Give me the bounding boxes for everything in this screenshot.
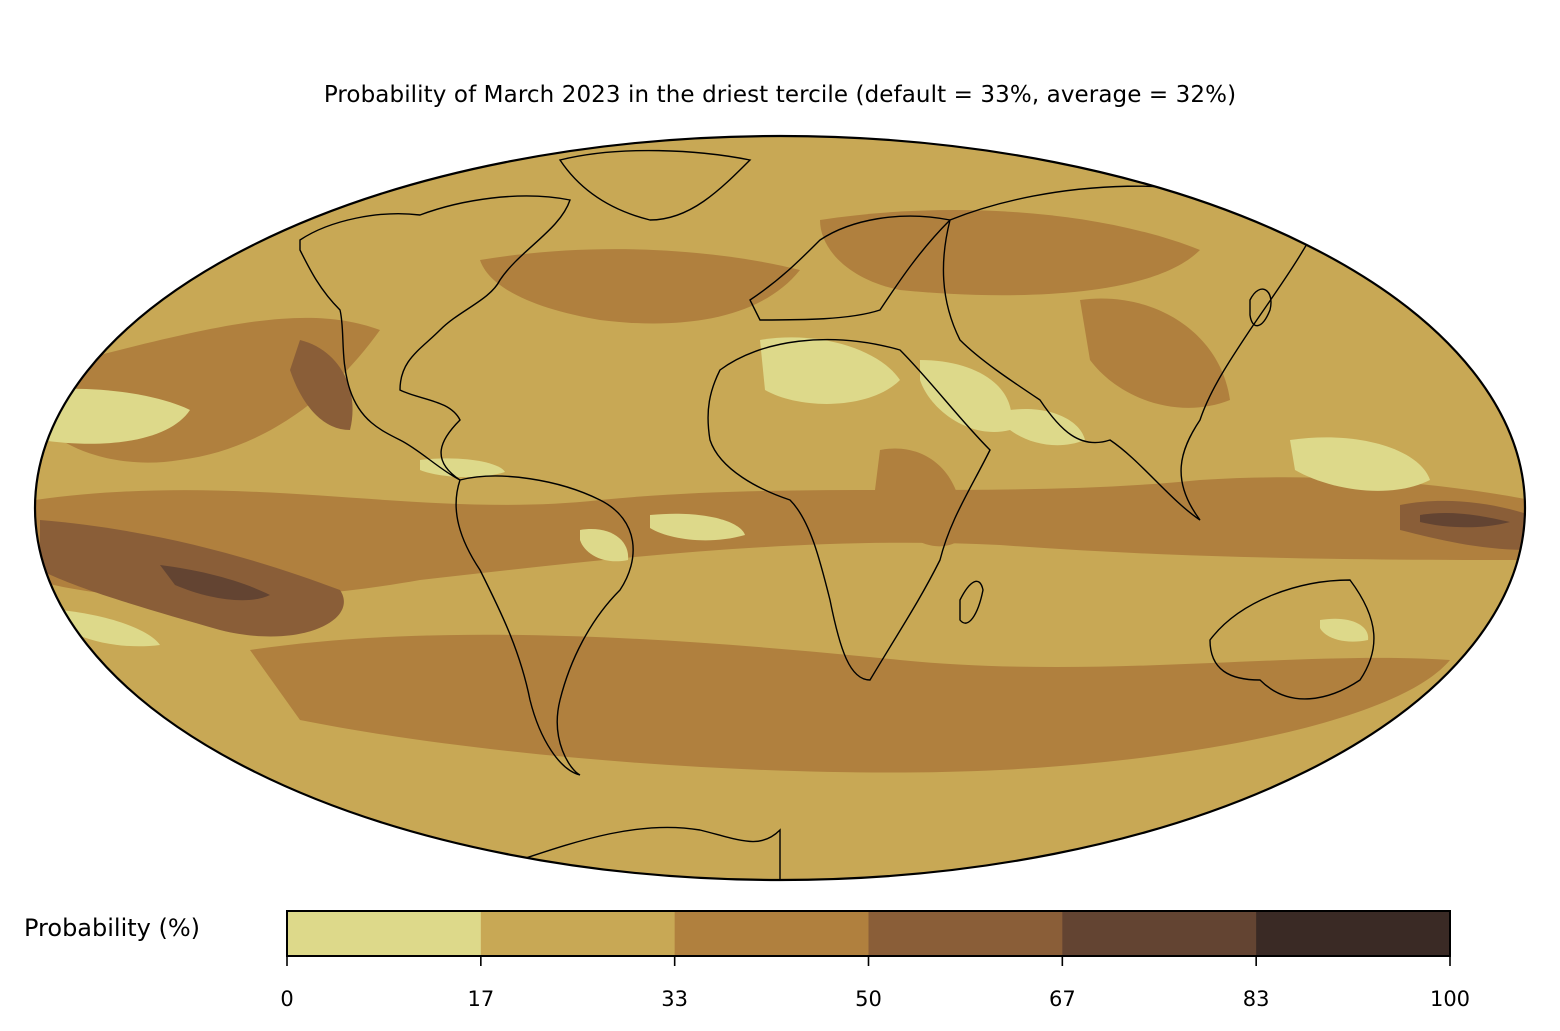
colorbar-tick-label: 100: [1430, 987, 1470, 1011]
colorbar-bin-3: [868, 911, 1063, 956]
colorbar-bins: [287, 911, 1451, 956]
probability-field: [35, 136, 1525, 880]
patch-0-17-sahara: [760, 337, 900, 404]
colorbar-bin-0: [287, 911, 482, 956]
patch-0-17-west-pacific: [40, 388, 190, 444]
patch-0-17-arabia: [920, 360, 1012, 432]
patch-0-17-west-pacific-south: [60, 610, 160, 647]
coastlines: [299, 149, 1375, 880]
patch-0-17-india-south: [1010, 409, 1085, 446]
colorbar-bin-1: [480, 911, 676, 956]
band-33-50-south-ocean: [250, 634, 1450, 773]
colorbar-ticks: 0 17 33 50 67 83 100: [280, 956, 1470, 1011]
colorbar-tick-label: 83: [1243, 987, 1270, 1011]
australia-coast: [1209, 579, 1375, 700]
colorbar-tick-label: 17: [467, 987, 494, 1011]
band-33-50-russia: [820, 210, 1200, 296]
map-title: Probability of March 2023 in the driest …: [323, 82, 1237, 108]
band-33-50-north-atlantic: [480, 249, 800, 324]
band-67-83-west-pacific: [1420, 512, 1510, 528]
world-map: [33, 134, 1527, 882]
colorbar-tick-label: 67: [1049, 987, 1076, 1011]
band-33-50-equator: [35, 477, 1525, 599]
madagascar-coast: [959, 580, 984, 624]
antarctica-coast: [519, 826, 781, 880]
africa-coast: [707, 338, 991, 681]
colorbar-outline: [286, 910, 1451, 957]
globe-outline: [33, 134, 1527, 882]
band-33-50-africa-east: [875, 448, 962, 547]
colorbar-tick-label: 33: [661, 987, 688, 1011]
patch-0-17-north-atlantic: [420, 458, 505, 478]
south-america-coast: [455, 475, 634, 776]
japan-coast: [1249, 288, 1272, 327]
band-33-50-india: [1080, 298, 1230, 408]
patch-0-17-australia: [1320, 618, 1369, 642]
colorbar-tick-label: 50: [855, 987, 882, 1011]
colorbar-tick-label: 0: [280, 987, 293, 1011]
colorbar-label: Probability (%): [24, 914, 201, 942]
colorbar-bin-2: [674, 911, 869, 956]
band-50-67-mexico: [290, 340, 353, 430]
patch-0-17-south-atlantic: [650, 513, 745, 541]
patch-0-17-indonesia: [1290, 437, 1430, 491]
band-67-83-south-pacific: [160, 565, 270, 601]
north-america-coast: [299, 195, 571, 481]
patch-0-17-brazil: [580, 529, 629, 562]
colorbar-bin-5: [1256, 911, 1451, 956]
colorbar-bin-4: [1062, 911, 1257, 956]
greenland-coast: [558, 149, 752, 221]
